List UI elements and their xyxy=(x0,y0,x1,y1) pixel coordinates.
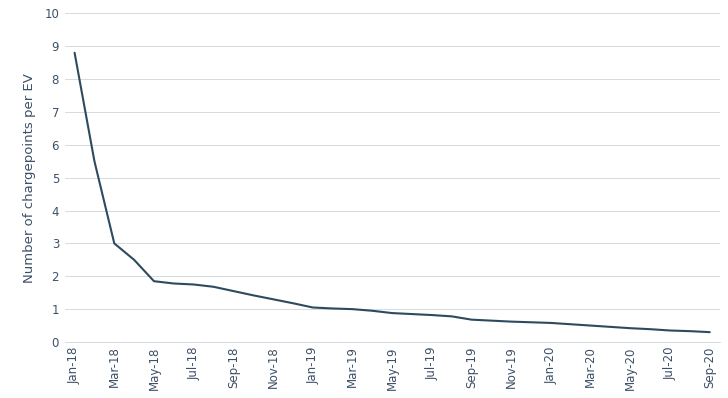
Y-axis label: Number of chargepoints per EV: Number of chargepoints per EV xyxy=(23,73,36,283)
